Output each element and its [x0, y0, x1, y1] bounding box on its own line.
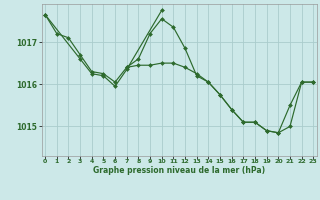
X-axis label: Graphe pression niveau de la mer (hPa): Graphe pression niveau de la mer (hPa)	[93, 166, 265, 175]
